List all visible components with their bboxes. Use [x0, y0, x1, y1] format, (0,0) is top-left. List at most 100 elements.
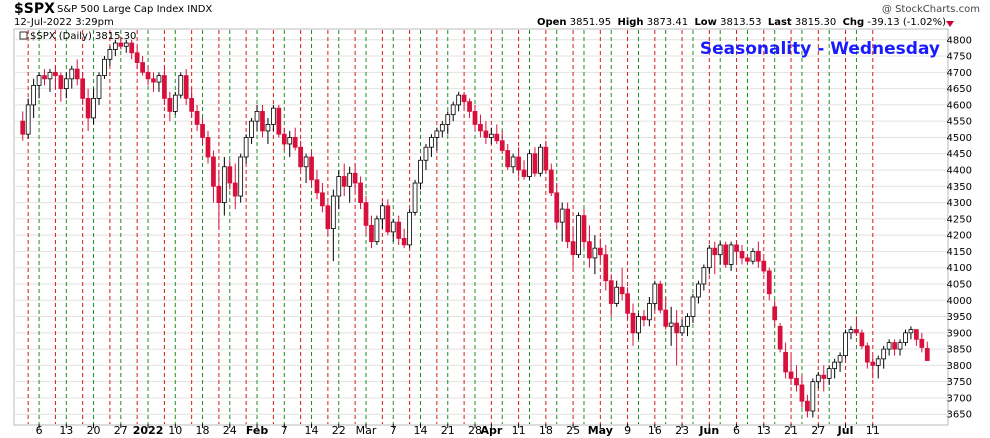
x-tick-label: 27: [114, 424, 128, 437]
candle: [58, 72, 64, 102]
candle-body: [859, 332, 865, 347]
candle-body: [914, 329, 919, 340]
candle: [892, 339, 897, 356]
candle: [505, 143, 511, 171]
candle: [903, 329, 908, 346]
candle-body: [401, 237, 407, 246]
candle-body: [42, 75, 47, 80]
candle-body: [603, 254, 609, 282]
candle: [374, 215, 380, 245]
candle-body: [717, 244, 723, 256]
candle: [412, 179, 418, 216]
candle: [494, 124, 500, 144]
candle: [712, 241, 718, 275]
candle: [74, 59, 80, 86]
candle-body: [843, 332, 848, 357]
x-tick-label: 9: [624, 424, 631, 437]
x-tick-label: Apr: [480, 424, 502, 437]
candle-body: [200, 124, 205, 138]
candle-body: [837, 355, 843, 363]
candle-body: [543, 146, 549, 171]
candle: [439, 121, 445, 138]
candle: [636, 313, 641, 340]
candle: [189, 88, 195, 118]
candle: [172, 91, 178, 115]
candle-body: [532, 153, 538, 174]
candle-body: [407, 211, 412, 246]
candle: [445, 111, 451, 135]
candle: [25, 98, 31, 140]
candle: [369, 215, 374, 249]
candle-body: [53, 71, 58, 76]
y-tick-label: 3750: [947, 377, 972, 388]
candle: [592, 235, 598, 275]
open-label: Open: [536, 17, 567, 28]
candle: [320, 183, 325, 213]
candle-body: [750, 251, 756, 262]
low-value: 3813.53: [720, 17, 762, 28]
candle: [118, 36, 124, 50]
candle-body: [592, 247, 598, 259]
candle-body: [559, 208, 565, 223]
candle: [183, 69, 189, 105]
candle-body: [630, 312, 636, 334]
candle-body: [194, 111, 200, 125]
candle-body: [325, 205, 331, 230]
candle-body: [211, 156, 216, 187]
candle-body: [570, 241, 576, 256]
candle: [249, 117, 254, 144]
candle-body: [96, 75, 102, 99]
candle-body: [897, 342, 903, 350]
candle: [53, 65, 58, 89]
candle: [875, 355, 881, 379]
candle-body: [314, 179, 320, 194]
candle-body: [341, 176, 347, 187]
candle: [129, 39, 135, 60]
candle-body: [668, 322, 674, 327]
candle-body: [445, 114, 451, 125]
candle-body: [494, 133, 500, 142]
legend-label: $SPX (Daily) 3815.30: [30, 31, 136, 42]
legend: $SPX (Daily) 3815.30: [19, 31, 136, 42]
candle-body: [745, 257, 750, 262]
candle-body: [799, 384, 805, 402]
x-tick-label: 21: [441, 424, 455, 437]
y-tick-label: 3700: [947, 393, 972, 404]
candle-body: [140, 62, 145, 73]
candle: [826, 365, 832, 385]
x-tick-label: Mar: [356, 424, 377, 437]
candle-body: [80, 78, 86, 99]
candle: [843, 329, 848, 359]
candle: [832, 358, 838, 379]
candle: [162, 65, 167, 105]
candle: [919, 332, 925, 353]
candle-body: [69, 68, 75, 80]
y-tick-label: 3900: [947, 328, 972, 339]
y-tick-label: 4000: [947, 296, 972, 307]
chart-datetime: 12-Jul-2022 3:29pm: [14, 17, 114, 28]
candle-body: [674, 322, 679, 334]
candle-body: [151, 78, 156, 83]
x-tick-label: 16: [648, 424, 662, 437]
candle-body: [91, 97, 96, 119]
candle: [47, 69, 53, 92]
x-tick-label: 18: [539, 424, 553, 437]
candle: [587, 225, 592, 268]
candle: [674, 310, 679, 366]
candle-body: [657, 283, 663, 311]
candle-body: [216, 185, 222, 203]
candle-body: [886, 342, 892, 350]
x-tick-label: 11: [512, 424, 526, 437]
candle-body: [456, 94, 462, 106]
candle-body: [102, 58, 107, 76]
candle: [472, 104, 478, 131]
candle: [385, 199, 391, 236]
candle: [467, 98, 472, 118]
candle-body: [189, 97, 195, 112]
candle-body: [597, 247, 603, 256]
candle-body: [826, 368, 832, 379]
candle-body: [31, 84, 36, 106]
x-tick-label: 2022: [133, 424, 164, 437]
candle-body: [309, 156, 314, 181]
candle: [325, 202, 331, 236]
